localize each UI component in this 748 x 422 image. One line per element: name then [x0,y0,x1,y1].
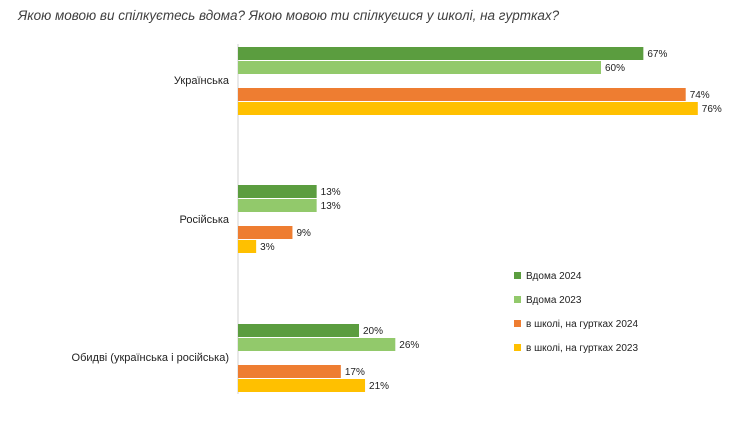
bar [238,88,686,101]
bar [238,365,341,378]
legend-swatch [514,320,521,327]
category-label: Обидві (українська і російська) [72,352,229,364]
bar [238,240,257,253]
bar [238,324,359,337]
category-labels: Українська Російська Обидві (українська і … [72,75,230,364]
legend-swatch [514,344,521,351]
bar [238,226,293,239]
bar [238,379,366,392]
bars [238,47,698,392]
bar [238,338,396,351]
legend: Вдома 2024 Вдома 2023 в школі, на гуртках … [514,271,638,354]
data-label: 21% [369,381,389,392]
data-label: 76% [702,104,722,115]
legend-entry: Вдома 2023 [526,295,582,306]
category-label: Російська [180,214,230,226]
bar [238,102,698,115]
bar [238,47,644,60]
legend-swatch [514,272,521,279]
bar [238,185,317,198]
data-label: 3% [260,242,275,253]
data-label: 13% [321,201,341,212]
legend-entry: в школі, на гуртках 2023 [526,343,638,354]
data-label: 26% [399,340,419,351]
legend-entry: Вдома 2024 [526,271,582,282]
legend-swatch [514,296,521,303]
data-label: 74% [690,90,710,101]
bar [238,199,317,212]
data-label: 13% [321,187,341,198]
chart-title: Якою мовою ви спілкуєтесь вдома? Якою мо… [17,8,560,23]
legend-entry: в школі, на гуртках 2024 [526,319,638,330]
data-labels: 67% 13% 20% 60% 13% 26% 74% 9% 17% 76% 3% 21% [260,49,722,392]
data-label: 67% [647,49,667,60]
bar [238,61,601,74]
data-label: 9% [296,228,311,239]
data-label: 17% [345,367,365,378]
category-label: Українська [174,75,230,87]
data-label: 60% [605,63,625,74]
data-label: 20% [363,326,383,337]
